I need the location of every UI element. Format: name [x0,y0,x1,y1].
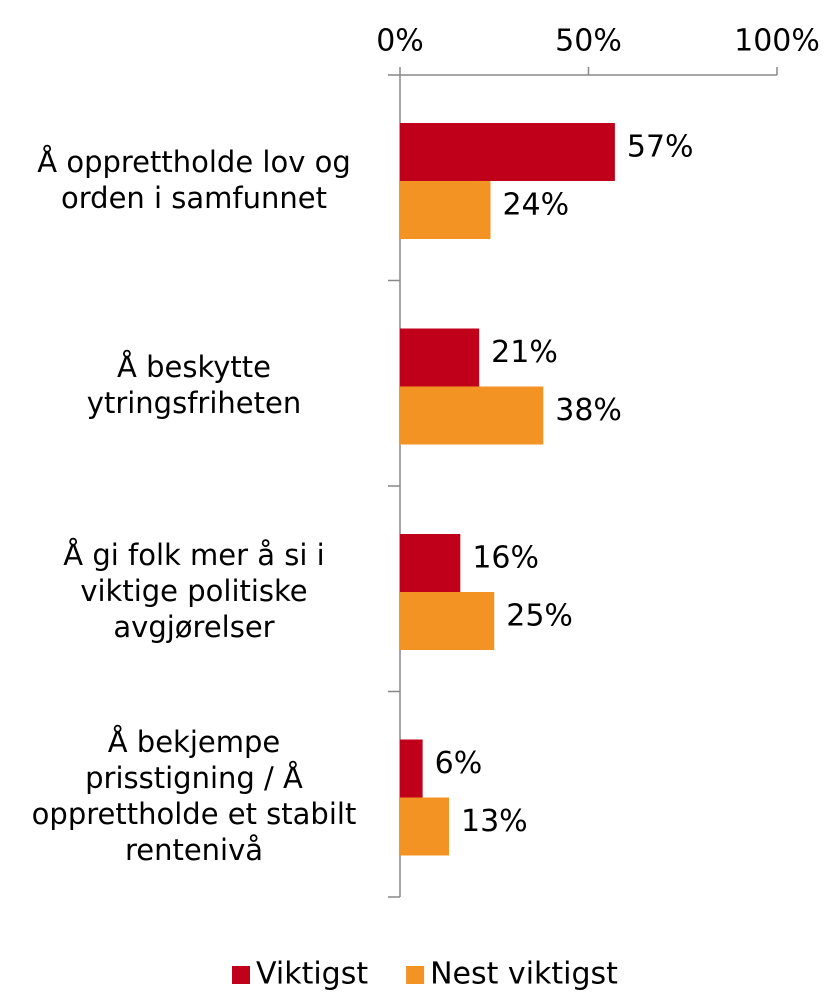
legend-label: Viktigst [256,957,368,992]
data-label: 16% [472,541,539,576]
x-tick-label: 100% [734,24,820,59]
bar [400,181,491,239]
x-tick-label: 0% [376,24,424,59]
data-label: 57% [627,130,694,165]
data-label: 24% [502,188,569,223]
bar [400,592,495,650]
bar [400,797,450,856]
data-label: 6% [435,746,483,781]
data-label: 25% [506,599,573,634]
category-label: Å opprettholde lov og orden i samfunnet [37,144,351,215]
category-label: Å gi folk mer å si i viktige politiske a… [63,537,325,644]
data-label: 13% [461,804,528,839]
legend-label: Nest viktigst [430,957,618,992]
bar [400,739,423,798]
data-label: 38% [555,393,622,428]
bar [400,534,461,592]
bar [400,328,480,387]
x-tick-label: 50% [555,24,622,59]
legend-swatch [406,966,425,984]
category-label: Å bekjempe prisstigning / Å opprettholde… [31,725,357,868]
bar [400,123,615,181]
data-label: 21% [491,335,558,370]
legend-swatch [232,966,250,984]
bar [400,386,544,445]
category-label: Å beskytte ytringsfriheten [86,350,302,421]
